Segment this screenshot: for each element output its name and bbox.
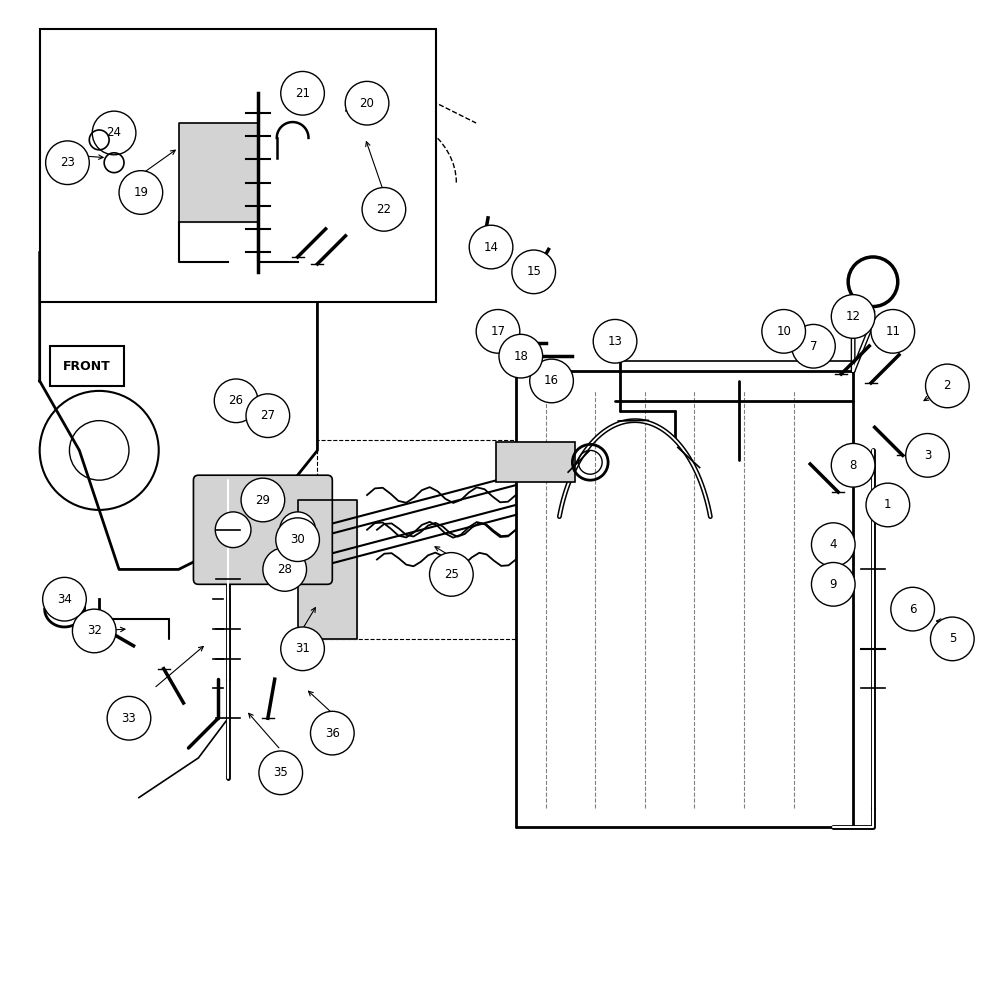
Circle shape — [107, 696, 151, 740]
Circle shape — [530, 359, 573, 403]
Circle shape — [280, 512, 315, 548]
FancyBboxPatch shape — [193, 475, 332, 584]
Text: 15: 15 — [527, 265, 541, 278]
Circle shape — [512, 250, 556, 294]
Text: 14: 14 — [483, 241, 499, 254]
Circle shape — [792, 324, 835, 368]
Circle shape — [246, 394, 290, 438]
Circle shape — [215, 512, 251, 548]
Circle shape — [92, 111, 136, 155]
Text: 16: 16 — [544, 374, 559, 387]
Text: 8: 8 — [849, 459, 857, 472]
Circle shape — [891, 587, 934, 631]
Text: 6: 6 — [909, 603, 917, 616]
Text: 34: 34 — [58, 593, 71, 606]
Text: 26: 26 — [228, 394, 244, 407]
Text: 18: 18 — [514, 350, 528, 363]
Circle shape — [119, 171, 163, 214]
Text: 11: 11 — [885, 325, 901, 338]
Text: 13: 13 — [608, 335, 622, 348]
Circle shape — [430, 553, 473, 596]
Text: 3: 3 — [924, 449, 931, 462]
FancyBboxPatch shape — [50, 346, 124, 386]
Circle shape — [310, 711, 354, 755]
Text: 4: 4 — [829, 538, 837, 551]
Text: 30: 30 — [291, 533, 305, 546]
Circle shape — [72, 609, 116, 653]
Circle shape — [476, 310, 520, 353]
Text: FRONT: FRONT — [62, 360, 110, 373]
Circle shape — [930, 617, 974, 661]
Text: 7: 7 — [809, 340, 817, 353]
Text: 22: 22 — [376, 203, 392, 216]
Circle shape — [281, 71, 324, 115]
Text: 23: 23 — [61, 156, 74, 169]
Text: 36: 36 — [325, 727, 339, 740]
Circle shape — [263, 548, 307, 591]
Circle shape — [906, 434, 949, 477]
Circle shape — [46, 141, 89, 185]
Circle shape — [871, 310, 915, 353]
Text: 33: 33 — [122, 712, 136, 725]
Text: 12: 12 — [845, 310, 861, 323]
Circle shape — [926, 364, 969, 408]
Circle shape — [345, 81, 389, 125]
Circle shape — [593, 319, 637, 363]
Circle shape — [811, 562, 855, 606]
Text: 32: 32 — [87, 624, 101, 637]
Bar — [496, 442, 575, 482]
Text: 35: 35 — [274, 766, 288, 779]
Circle shape — [811, 523, 855, 566]
Text: 10: 10 — [777, 325, 791, 338]
Text: 21: 21 — [295, 87, 310, 100]
Circle shape — [214, 379, 258, 423]
Text: 25: 25 — [444, 568, 458, 581]
Circle shape — [848, 257, 898, 307]
Circle shape — [281, 627, 324, 671]
Text: 31: 31 — [296, 642, 310, 655]
Text: 27: 27 — [260, 409, 276, 422]
Text: 28: 28 — [278, 563, 292, 576]
Circle shape — [43, 577, 86, 621]
Bar — [40, 29, 436, 302]
Text: 2: 2 — [943, 379, 951, 392]
Text: 5: 5 — [948, 632, 956, 645]
Text: 24: 24 — [106, 126, 122, 139]
Text: 9: 9 — [829, 578, 837, 591]
Circle shape — [276, 518, 319, 562]
Circle shape — [866, 483, 910, 527]
Polygon shape — [179, 123, 258, 222]
Text: 29: 29 — [255, 493, 271, 506]
Circle shape — [241, 478, 285, 522]
Text: 19: 19 — [133, 186, 149, 199]
Circle shape — [831, 443, 875, 487]
Circle shape — [831, 295, 875, 338]
Text: 1: 1 — [884, 498, 892, 511]
Circle shape — [499, 334, 543, 378]
Text: 17: 17 — [490, 325, 506, 338]
Circle shape — [469, 225, 513, 269]
Circle shape — [259, 751, 303, 795]
Polygon shape — [298, 500, 357, 639]
Circle shape — [362, 188, 406, 231]
Circle shape — [762, 310, 806, 353]
Text: 20: 20 — [360, 97, 374, 110]
